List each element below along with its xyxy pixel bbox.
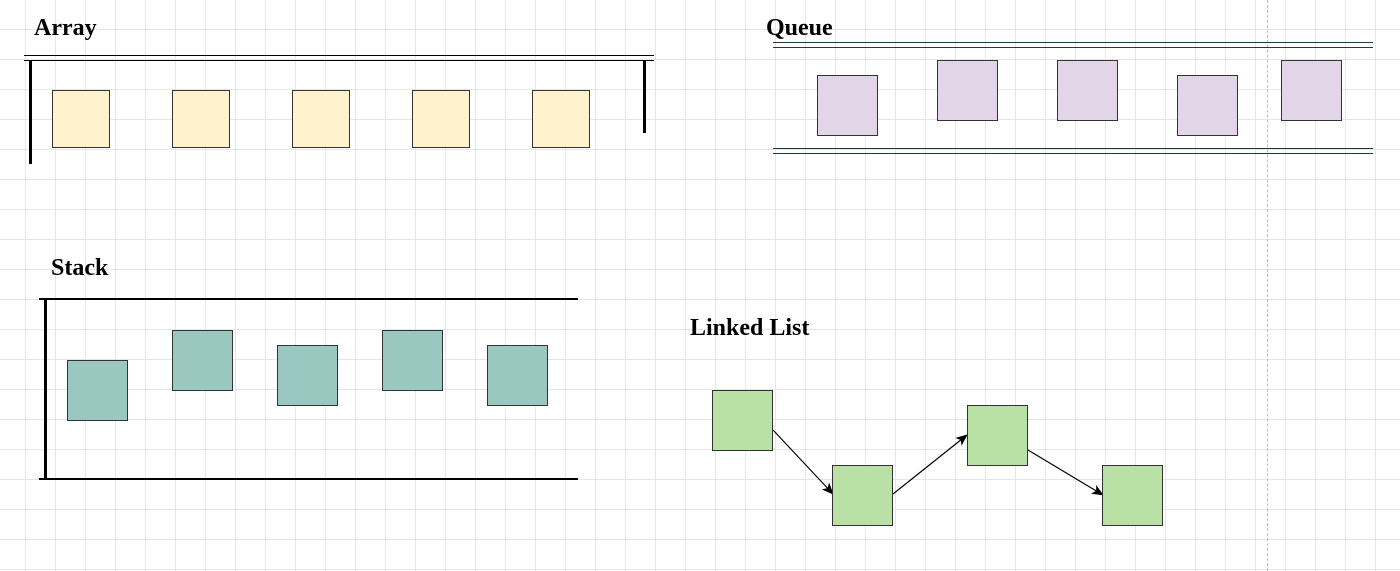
array-right-wall bbox=[643, 61, 646, 133]
queue-node[interactable] bbox=[817, 75, 878, 136]
queue-bottom-line-inner bbox=[773, 148, 1373, 149]
array-left-wall bbox=[29, 61, 32, 164]
queue-node[interactable] bbox=[1057, 60, 1118, 121]
queue-title: Queue bbox=[766, 15, 833, 41]
stack-top-line bbox=[39, 298, 578, 300]
link-arrow bbox=[1027, 449, 1104, 496]
page-break-guide bbox=[1267, 0, 1268, 571]
stack-node[interactable] bbox=[277, 345, 338, 406]
linked-list-node[interactable] bbox=[712, 390, 773, 451]
link-arrow bbox=[772, 429, 834, 495]
queue-top-line bbox=[773, 42, 1373, 43]
linked-list-node[interactable] bbox=[967, 405, 1028, 466]
array-top-line-inner bbox=[24, 60, 654, 61]
stack-title: Stack bbox=[51, 255, 109, 281]
linked-list-node[interactable] bbox=[1102, 465, 1163, 526]
linked-list-title: Linked List bbox=[690, 315, 810, 341]
queue-top-line-inner bbox=[773, 47, 1373, 48]
queue-bottom-line bbox=[773, 153, 1373, 154]
queue-node[interactable] bbox=[1177, 75, 1238, 136]
stack-bottom-line bbox=[39, 478, 578, 480]
array-top-line bbox=[24, 55, 654, 56]
queue-node[interactable] bbox=[937, 60, 998, 121]
array-title: Array bbox=[34, 15, 97, 41]
linked-list-node[interactable] bbox=[832, 465, 893, 526]
array-node[interactable] bbox=[172, 90, 230, 148]
array-node[interactable] bbox=[292, 90, 350, 148]
stack-node[interactable] bbox=[67, 360, 128, 421]
stack-node[interactable] bbox=[487, 345, 548, 406]
queue-node[interactable] bbox=[1281, 60, 1342, 121]
array-node[interactable] bbox=[412, 90, 470, 148]
link-arrow bbox=[892, 434, 968, 495]
stack-bottom-wall bbox=[44, 298, 47, 479]
stack-node[interactable] bbox=[172, 330, 233, 391]
array-node[interactable] bbox=[52, 90, 110, 148]
stack-node[interactable] bbox=[382, 330, 443, 391]
array-node[interactable] bbox=[532, 90, 590, 148]
